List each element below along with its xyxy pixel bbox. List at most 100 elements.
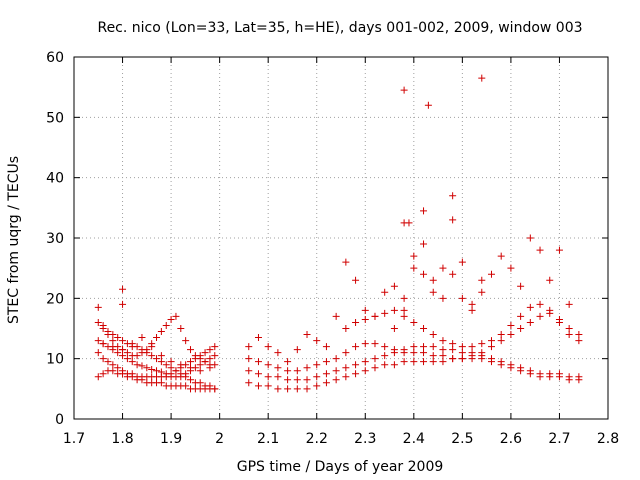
data-point: [187, 376, 195, 384]
data-point: [104, 358, 112, 366]
data-point: [187, 364, 195, 372]
data-point: [119, 370, 127, 378]
data-point: [420, 270, 428, 278]
data-point: [138, 349, 146, 357]
data-point: [352, 361, 360, 369]
data-point: [507, 364, 515, 372]
data-point: [449, 340, 457, 348]
data-point: [458, 355, 466, 363]
data-point: [128, 373, 136, 381]
data-point: [254, 382, 262, 390]
data-point: [487, 337, 495, 345]
x-tick-label: 2.4: [403, 431, 425, 447]
data-point: [187, 358, 195, 366]
data-point: [439, 352, 447, 360]
data-point: [162, 361, 170, 369]
data-point: [128, 340, 136, 348]
data-point: [293, 367, 301, 375]
data-point: [284, 385, 292, 393]
data-point: [517, 325, 525, 332]
data-point: [143, 346, 151, 354]
data-point: [400, 358, 408, 366]
data-point: [293, 346, 301, 354]
data-point: [245, 379, 253, 387]
data-point: [342, 258, 350, 266]
data-point: [264, 382, 272, 390]
data-point: [182, 370, 190, 378]
data-point: [254, 334, 262, 342]
data-point: [400, 346, 408, 354]
data-point: [201, 349, 209, 357]
data-point: [352, 318, 360, 326]
series-outliers-early: [119, 285, 127, 308]
data-point: [497, 361, 505, 369]
series-arc-6: [99, 334, 214, 375]
data-point: [420, 343, 428, 351]
data-point: [497, 252, 505, 260]
data-point: [322, 358, 330, 366]
data-point: [177, 373, 185, 381]
x-tick-label: 2.1: [257, 431, 279, 447]
data-point: [468, 300, 476, 308]
data-point: [201, 358, 209, 366]
data-point: [371, 364, 379, 372]
data-points: [94, 74, 583, 393]
x-tick-label: 2.2: [306, 431, 328, 447]
data-point: [245, 355, 253, 363]
x-tick-label: 2: [215, 431, 224, 447]
data-point: [123, 355, 131, 363]
data-point: [138, 376, 146, 384]
data-point: [536, 373, 544, 381]
data-point: [138, 362, 146, 370]
data-point: [555, 315, 563, 323]
data-point: [517, 282, 525, 290]
series-arc-10: [245, 355, 583, 393]
data-point: [507, 331, 515, 339]
data-point: [468, 343, 476, 351]
data-point: [449, 192, 457, 200]
data-point: [420, 325, 428, 332]
data-point: [191, 355, 199, 363]
data-point: [478, 276, 486, 284]
data-point: [157, 379, 165, 387]
series-arc-12: [390, 216, 573, 332]
series-arc-5: [94, 367, 219, 393]
data-point: [400, 86, 408, 94]
data-point: [565, 331, 573, 339]
data-point: [371, 312, 379, 320]
x-axis-ticks: 1.7 1.8 1.9 2 2.1 2.2 2.3 2.4 2.5 2.6 2.7 2.8: [63, 57, 619, 447]
data-point: [245, 367, 253, 375]
data-point: [439, 358, 447, 366]
data-point: [352, 343, 360, 351]
y-axis-ticks: 0 10 20 30 40 50 60: [46, 50, 608, 428]
x-tick-label: 1.8: [111, 431, 133, 447]
data-point: [94, 303, 102, 311]
data-point: [303, 364, 311, 372]
data-point: [429, 358, 437, 366]
data-point: [196, 379, 204, 387]
data-point: [109, 337, 117, 345]
y-tick-label: 10: [46, 352, 64, 368]
data-point: [342, 373, 350, 381]
x-axis-label: GPS time / Days of year 2009: [237, 459, 444, 475]
data-point: [104, 331, 112, 339]
data-point: [119, 346, 127, 354]
data-point: [439, 294, 447, 302]
data-point: [313, 373, 321, 381]
data-point: [526, 303, 534, 311]
data-point: [177, 325, 185, 332]
data-point: [182, 382, 190, 390]
data-point: [575, 337, 583, 345]
data-point: [439, 346, 447, 354]
data-point: [167, 315, 175, 323]
y-tick-label: 60: [46, 50, 64, 66]
data-point: [565, 300, 573, 308]
y-axis-label: STEC from uqrg / TECUs: [6, 156, 22, 324]
data-point: [119, 352, 127, 360]
data-point: [211, 361, 219, 369]
data-point: [352, 276, 360, 284]
data-point: [487, 358, 495, 366]
data-point: [148, 352, 156, 360]
data-point: [313, 361, 321, 369]
data-point: [153, 334, 161, 342]
